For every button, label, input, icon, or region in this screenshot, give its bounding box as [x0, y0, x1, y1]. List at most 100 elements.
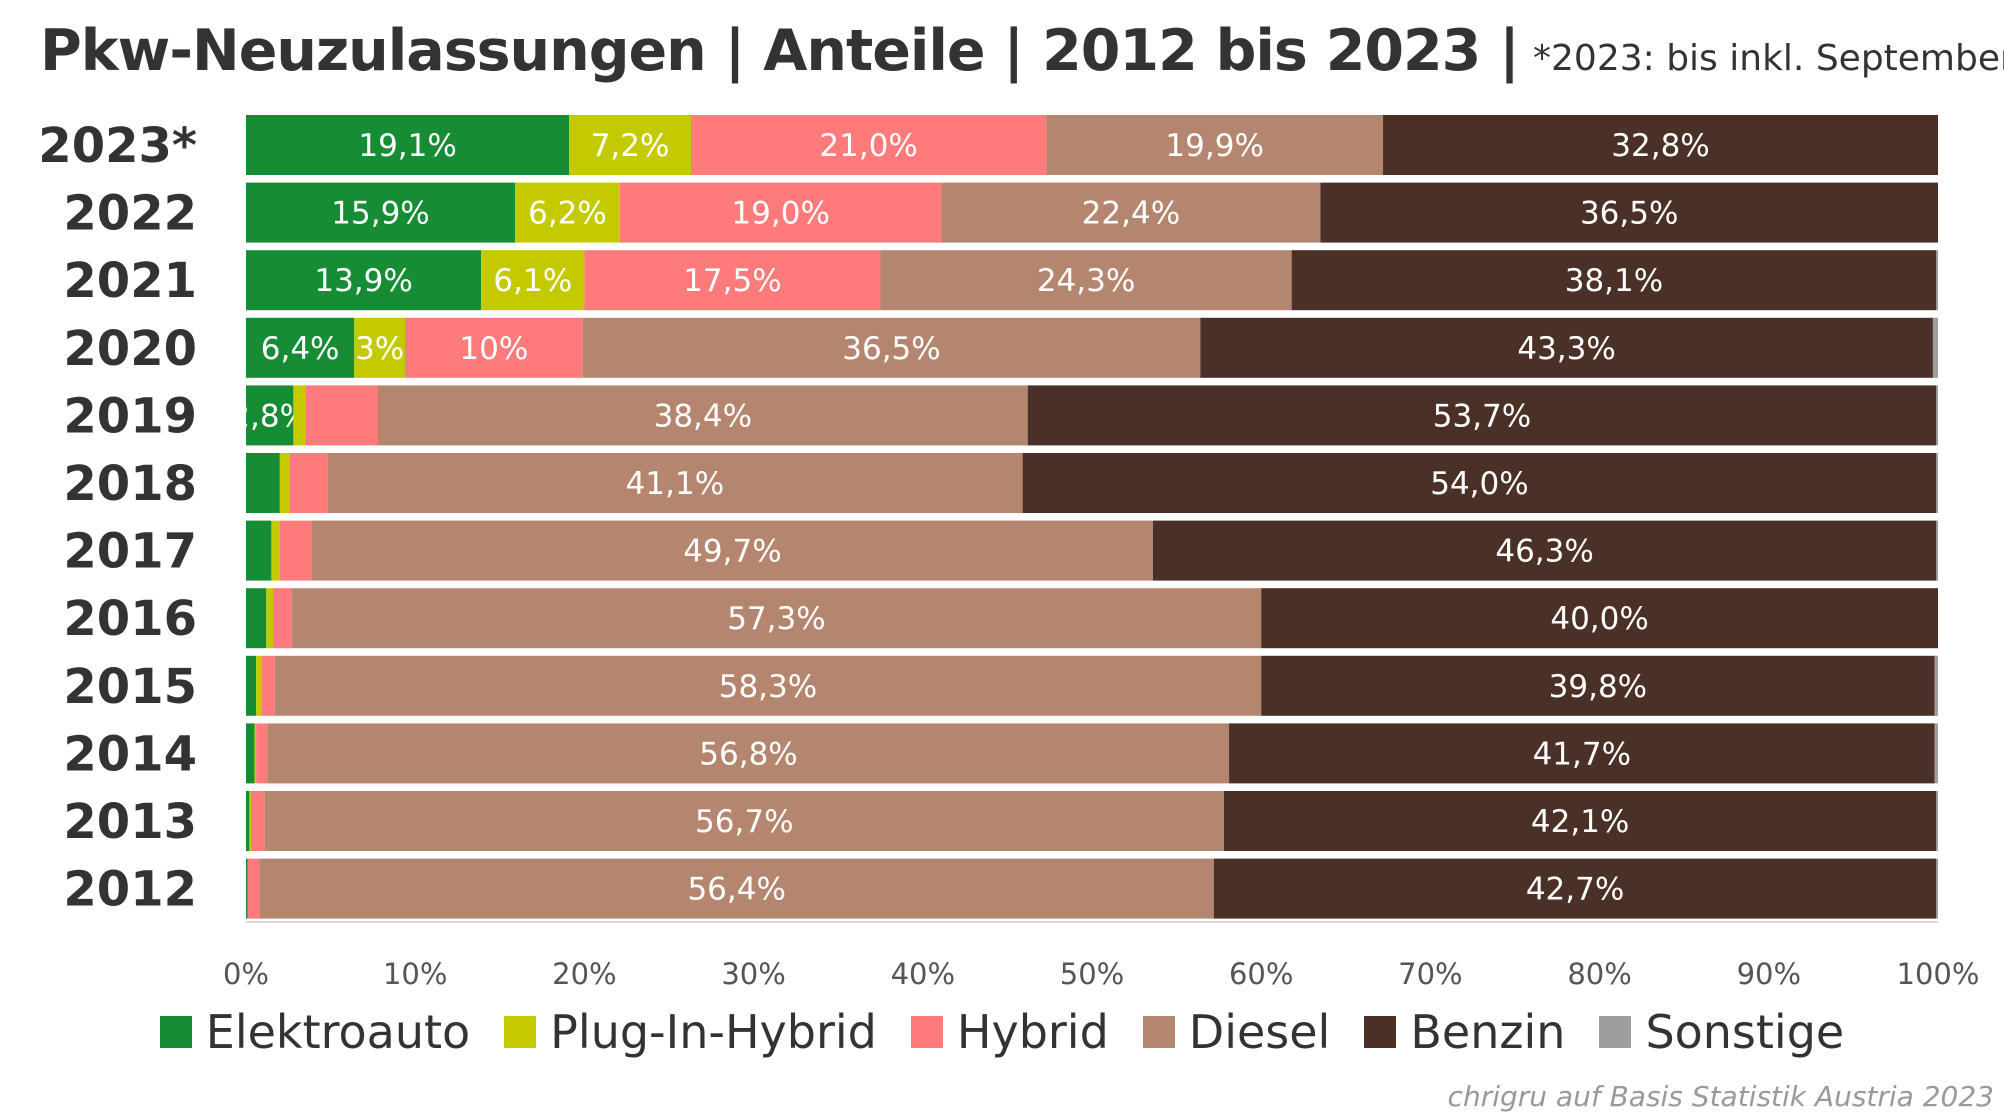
data-label: 49,7%: [683, 534, 781, 570]
legend-item: Elektroauto: [159, 1005, 470, 1059]
bar-segment-diesel: [582, 317, 1201, 378]
bar-segment-benzin: [1027, 385, 1937, 446]
category-label: 2013: [63, 794, 197, 850]
bar-segment-sonstige: [1934, 723, 1938, 784]
bar-segment-diesel: [1046, 115, 1384, 175]
bar-segment-benzin: [1229, 723, 1935, 784]
bar-segment-elektroauto: [246, 791, 250, 851]
bar-segment-sonstige: [1936, 858, 1938, 919]
bar-segment-diesel: [377, 385, 1028, 446]
bar-segment-plug-in-hybrid: [256, 655, 262, 716]
data-label: 41,7%: [1533, 736, 1631, 772]
category-label: 2021: [63, 253, 197, 309]
bar-segment-benzin: [1152, 520, 1937, 581]
category-label: 2016: [63, 591, 197, 647]
data-label: 56,4%: [687, 872, 785, 908]
chart-title: Pkw-Neuzulassungen | Anteile | 2012 bis …: [40, 18, 1520, 84]
x-tick-label: 70%: [1398, 957, 1462, 991]
bar-segment-benzin: [1383, 115, 1938, 175]
chart-legend: Elektroauto Plug-In-Hybrid Hybrid Diesel Ben…: [0, 1005, 2004, 1059]
bar-segment-plug-in-hybrid: [481, 250, 585, 311]
data-label: 40,0%: [1550, 601, 1648, 637]
bar-segment-elektroauto: [246, 588, 267, 649]
bar-segment-diesel: [941, 182, 1321, 243]
bar-segment-benzin: [1223, 791, 1937, 851]
bar-segment-sonstige: [1932, 317, 1938, 378]
stacked-bar-chart: 2023* 19,1% 7,2% 21,0% 19,9% 32,8% 2022 15,9% 6,…: [38, 115, 1980, 991]
bar-segment-benzin: [1261, 588, 1938, 649]
bar-segment-elektroauto: [246, 115, 570, 175]
category-label: 2020: [63, 321, 197, 377]
bar-segment-sonstige: [1934, 655, 1938, 716]
legend-label: Benzin: [1410, 1005, 1566, 1059]
legend-swatch: [504, 1016, 537, 1048]
data-label: 41,1%: [626, 466, 724, 502]
category-label: 2022: [63, 186, 197, 242]
x-tick-label: 50%: [1060, 957, 1124, 991]
data-label: 6,1%: [493, 263, 572, 299]
data-label: 54,0%: [1430, 466, 1528, 502]
legend-item: Sonstige: [1599, 1005, 1844, 1059]
data-label: 38,1%: [1565, 263, 1663, 299]
bar-segment-hybrid: [305, 385, 378, 446]
bar-segment-diesel: [264, 791, 1224, 851]
bar-segment-plug-in-hybrid: [266, 588, 274, 649]
data-label: 36,5%: [1580, 196, 1678, 232]
bar-segment-elektroauto: [246, 385, 294, 446]
bar-segment-elektroauto: [246, 655, 257, 716]
x-tick-label: 90%: [1737, 957, 1801, 991]
legend-item: Hybrid: [910, 1005, 1109, 1059]
legend-label: Sonstige: [1645, 1005, 1845, 1059]
bar-segment-diesel: [267, 723, 1230, 784]
data-label: 21,0%: [819, 128, 917, 164]
legend-label: Plug-In-Hybrid: [550, 1005, 877, 1059]
bar-segment-sonstige: [1936, 385, 1938, 446]
bar-segment-sonstige: [1936, 520, 1938, 581]
data-label: 56,7%: [695, 804, 793, 840]
data-label: 46,3%: [1495, 534, 1593, 570]
bar-segment-sonstige: [1936, 250, 1938, 311]
legend-item: Benzin: [1364, 1005, 1565, 1059]
bar-segment-sonstige: [1936, 453, 1938, 513]
legend-swatch: [1142, 1016, 1175, 1048]
legend-swatch: [1364, 1016, 1397, 1048]
bar-segment-hybrid: [261, 655, 275, 716]
data-label: 22,4%: [1082, 196, 1180, 232]
bar-segment-benzin: [1261, 655, 1935, 716]
data-label: 58,3%: [719, 669, 817, 705]
bar-segment-diesel: [291, 588, 1262, 649]
data-label: 42,1%: [1531, 804, 1629, 840]
source-credit: chrigru auf Basis Statistik Austria 2023: [1447, 1080, 1994, 1113]
bar-segment-diesel: [274, 655, 1262, 716]
data-label: 56,8%: [699, 736, 797, 772]
bar-segment-benzin: [1213, 858, 1937, 919]
chart-subtitle: *2023: bis inkl. September: [1533, 38, 2004, 79]
legend-swatch: [1599, 1016, 1632, 1048]
legend-item: Diesel: [1142, 1005, 1330, 1059]
bar-segment-hybrid: [584, 250, 881, 311]
bar-segment-elektroauto: [246, 317, 355, 378]
x-tick-label: 60%: [1229, 957, 1293, 991]
data-label: 19,1%: [358, 128, 456, 164]
category-label: 2018: [63, 456, 197, 512]
legend-swatch: [159, 1016, 192, 1048]
category-label: 2019: [63, 388, 197, 444]
bar-segment-plug-in-hybrid: [354, 317, 406, 378]
data-label: 57,3%: [727, 601, 825, 637]
x-tick-label: 30%: [721, 957, 785, 991]
bar-segment-benzin: [1320, 182, 1938, 243]
bar-segment-elektroauto: [246, 453, 280, 513]
bar-segment-elektroauto: [246, 182, 516, 243]
category-label: 2014: [63, 726, 197, 782]
x-tick-label: 0%: [223, 957, 269, 991]
category-label: 2023*: [38, 118, 197, 174]
bar-segment-elektroauto: [246, 250, 482, 311]
category-label: 2017: [63, 524, 197, 580]
bar-segment-hybrid: [247, 858, 260, 919]
bar-segment-plug-in-hybrid: [249, 791, 252, 851]
bar-segment-hybrid: [690, 115, 1047, 175]
data-label: 15,9%: [331, 196, 429, 232]
x-tick-label: 40%: [891, 957, 955, 991]
x-tick-label: 100%: [1897, 957, 1980, 991]
category-label: 2012: [63, 862, 197, 918]
